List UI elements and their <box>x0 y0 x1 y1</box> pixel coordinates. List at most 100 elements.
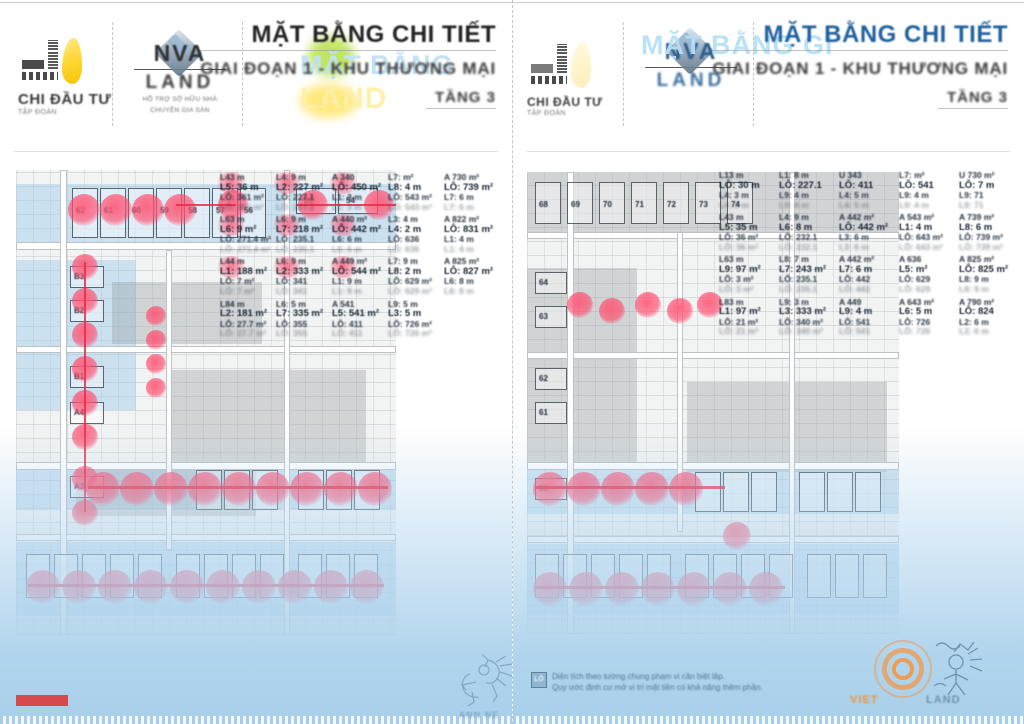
marker-sold[interactable] <box>98 570 132 604</box>
area-table-cell[interactable]: L4: 9 m L2: 227 m² LÔ: 227.1 LÔ: 227.1 <box>272 172 330 214</box>
lot-block[interactable] <box>535 272 567 294</box>
marker-sold[interactable] <box>569 572 603 606</box>
area-table-cell[interactable]: L7: m² LÔ: 541 L9: 4 m L9: 4 m <box>894 168 960 212</box>
marker-sold[interactable] <box>713 572 747 606</box>
area-table-cell[interactable]: L9: 3 m L3: 333 m² LÔ: 340 m² LÔ: 340 m² <box>774 295 840 339</box>
area-table-cell[interactable]: A 739 m² L8: 6 m LÔ: 739 m² LÔ: 739 m² <box>954 211 1020 254</box>
lot-block[interactable] <box>695 182 721 224</box>
marker-sold[interactable] <box>188 472 222 506</box>
marker-sold[interactable] <box>26 570 60 604</box>
area-table-cell[interactable]: A 730 m² LÔ: 739 m² L7: 6 m L7: 6 m <box>439 170 501 214</box>
marker-sold[interactable] <box>222 472 256 506</box>
marker-sold[interactable] <box>350 570 384 604</box>
lot-block[interactable] <box>535 306 567 328</box>
marker-sold[interactable] <box>164 194 196 226</box>
lot-block[interactable] <box>827 472 853 512</box>
area-table-cell[interactable]: L43 m L5: 35 m LÔ: 36 m² LÔ: 36 m² <box>714 211 780 254</box>
marker-sold[interactable] <box>206 570 240 604</box>
marker-sold[interactable] <box>635 292 661 318</box>
marker-sold[interactable] <box>697 292 723 318</box>
lot-block[interactable] <box>663 182 689 224</box>
area-table-cell[interactable]: L44 m L1: 188 m² LÔ: 7 m² LÔ: 7 m² <box>216 256 274 298</box>
area-table-cell[interactable]: U 730 m² LÔ: 7 m L9: 71 L9: 71 <box>954 168 1020 212</box>
area-table-cell[interactable]: L43 m L5: 36 m LÔ: 361 m² LÔ: 361 m² <box>216 172 274 214</box>
lot-block[interactable] <box>799 472 825 512</box>
marker-sold[interactable] <box>146 378 166 398</box>
marker-sold[interactable] <box>599 298 625 324</box>
lot-block[interactable] <box>807 554 831 598</box>
area-table-cell[interactable]: L7: m² L8: 4 m LÔ: 543 m² LÔ: 543 m² <box>383 170 445 214</box>
area-table-cell[interactable]: L7: 9 m L8: 2 m LÔ: 629 m² LÔ: 629 m² <box>383 255 445 298</box>
marker-sold[interactable] <box>314 570 348 604</box>
marker-sold[interactable] <box>601 472 635 506</box>
marker-sold[interactable] <box>146 330 166 350</box>
area-table-cell[interactable]: L8: 7 m L7: 243 m² LÔ: 235.1 LÔ: 235.1 <box>774 253 840 296</box>
area-table-cell[interactable]: L63 m L6: 9 m² LÔ: 271.4 m² LÔ: 271.4 m² <box>216 214 274 256</box>
area-table-cell[interactable]: A 541 L5: 541 m² LÔ: 411 LÔ: 411 <box>327 297 389 341</box>
lot-block[interactable] <box>631 182 657 224</box>
lot-block[interactable] <box>835 554 859 598</box>
lot-block[interactable] <box>751 472 777 512</box>
area-table-cell[interactable]: L6: 9 m L2: 333 m² LÔ: 341 LÔ: 341 <box>272 256 330 298</box>
marker-sold[interactable] <box>749 572 783 606</box>
lot-block[interactable] <box>727 182 753 224</box>
marker-sold[interactable] <box>723 522 751 550</box>
marker-sold[interactable] <box>86 472 120 506</box>
area-table-cell[interactable]: A 543 m² L1: 4 m LÔ: 643 m² LÔ: 643 m² <box>894 211 960 254</box>
marker-sold[interactable] <box>358 472 392 506</box>
marker-sold[interactable] <box>324 472 358 506</box>
area-table-cell[interactable]: A 825 m² LÔ: 827 m² L6: 8 m L6: 8 m <box>439 255 501 298</box>
marker-sold[interactable] <box>278 570 312 604</box>
marker-sold[interactable] <box>146 354 166 374</box>
area-table-cell[interactable]: U 343 LÔ: 411 L4: 5 m L4: 5 m <box>834 168 900 212</box>
area-table-cell[interactable]: L13 m LÔ: 30 m L4: 3 m L4: 3 m <box>714 168 780 212</box>
marker-sold[interactable] <box>120 472 154 506</box>
area-table-cell[interactable]: A 442 m² L7: 6 m LÔ: 442 LÔ: 442 <box>834 253 900 296</box>
marker-sold[interactable] <box>641 572 675 606</box>
area-table-cell[interactable]: A 449 m² LÔ: 544 m² L1: 9 m L1: 9 m <box>328 256 386 298</box>
marker-sold[interactable] <box>68 194 100 226</box>
marker-sold[interactable] <box>100 194 132 226</box>
area-table-cell[interactable]: A 340 LÔ: 450 m² L1: 3 m L1: 3 m <box>328 172 386 214</box>
area-table-cell[interactable]: A 643 m² L6: 5 m LÔ: 726 LÔ: 726 <box>894 295 960 339</box>
marker-sold[interactable] <box>667 298 693 324</box>
lot-block[interactable] <box>599 182 625 224</box>
lot-block[interactable] <box>855 472 881 512</box>
area-table-cell[interactable]: A 790 m² LÔ: 824 L2: 6 m L2: 6 m <box>954 295 1020 339</box>
lot-block[interactable] <box>535 368 567 390</box>
lot-block[interactable] <box>863 554 887 598</box>
marker-sold[interactable] <box>256 472 290 506</box>
area-table-cell[interactable]: A 442 m² LÔ: 442 m² L3: 6 m L3: 6 m <box>834 211 900 254</box>
lot-block[interactable] <box>723 472 749 512</box>
lot-block[interactable] <box>535 182 561 224</box>
marker-sold[interactable] <box>669 472 703 506</box>
marker-sold[interactable] <box>132 194 164 226</box>
lot-block[interactable] <box>567 182 593 224</box>
area-table-cell[interactable]: L6: 9 m L7: 218 m² LÔ: 235.1 LÔ: 235.1 <box>272 214 330 256</box>
marker-sold[interactable] <box>154 472 188 506</box>
marker-sold[interactable] <box>134 570 168 604</box>
area-table-cell[interactable] <box>439 297 501 322</box>
marker-sold[interactable] <box>567 472 601 506</box>
area-table-cell[interactable]: L3: 4 m L4: 2 m LÔ: 636 LÔ: 636 <box>383 213 445 256</box>
marker-sold[interactable] <box>242 570 276 604</box>
marker-sold[interactable] <box>533 472 567 506</box>
marker-sold[interactable] <box>170 570 204 604</box>
marker-sold[interactable] <box>146 306 166 326</box>
area-table-cell[interactable]: L84 m L2: 181 m² LÔ: 27.7 m² LÔ: 27.7 m² <box>215 297 277 341</box>
area-table-cell[interactable]: A 440 m² LÔ: 442 m² L6: 6 m L6: 6 m <box>328 214 386 256</box>
marker-sold[interactable] <box>62 570 96 604</box>
marker-sold[interactable] <box>290 472 324 506</box>
area-table-cell[interactable]: L6: 5 m L7: 335 m² LÔ: 355 LÔ: 355 <box>271 297 333 341</box>
area-table-cell[interactable]: L1: 8 m LÔ: 227.1 L9: 4 m L9: 4 m <box>774 168 840 212</box>
area-table-cell[interactable]: A 636 L5: m² LÔ: 629 LÔ: 629 <box>894 253 960 296</box>
marker-sold[interactable] <box>677 572 711 606</box>
area-table-cell[interactable]: L83 m L1: 97 m² LÔ: 21 m² LÔ: 21 m² <box>714 295 780 339</box>
area-table-cell[interactable]: A 822 m² LÔ: 831 m² L1: 4 m L1: 4 m <box>439 213 501 256</box>
area-table-cell[interactable]: L63 m L9: 97 m² LÔ: 3 m² LÔ: 3 m² <box>714 253 780 296</box>
area-table-cell[interactable]: A 825 m² LÔ: 825 m² L8: 9 m L8: 9 m <box>954 253 1020 296</box>
lot-block[interactable] <box>535 402 567 424</box>
marker-sold[interactable] <box>605 572 639 606</box>
area-table-cell[interactable]: A 449 L9: 4 m LÔ: 541 LÔ: 541 <box>834 295 900 339</box>
area-table-cell[interactable]: L9: 5 m L3: 5 m LÔ: 726 m² LÔ: 726 m² <box>383 297 445 341</box>
